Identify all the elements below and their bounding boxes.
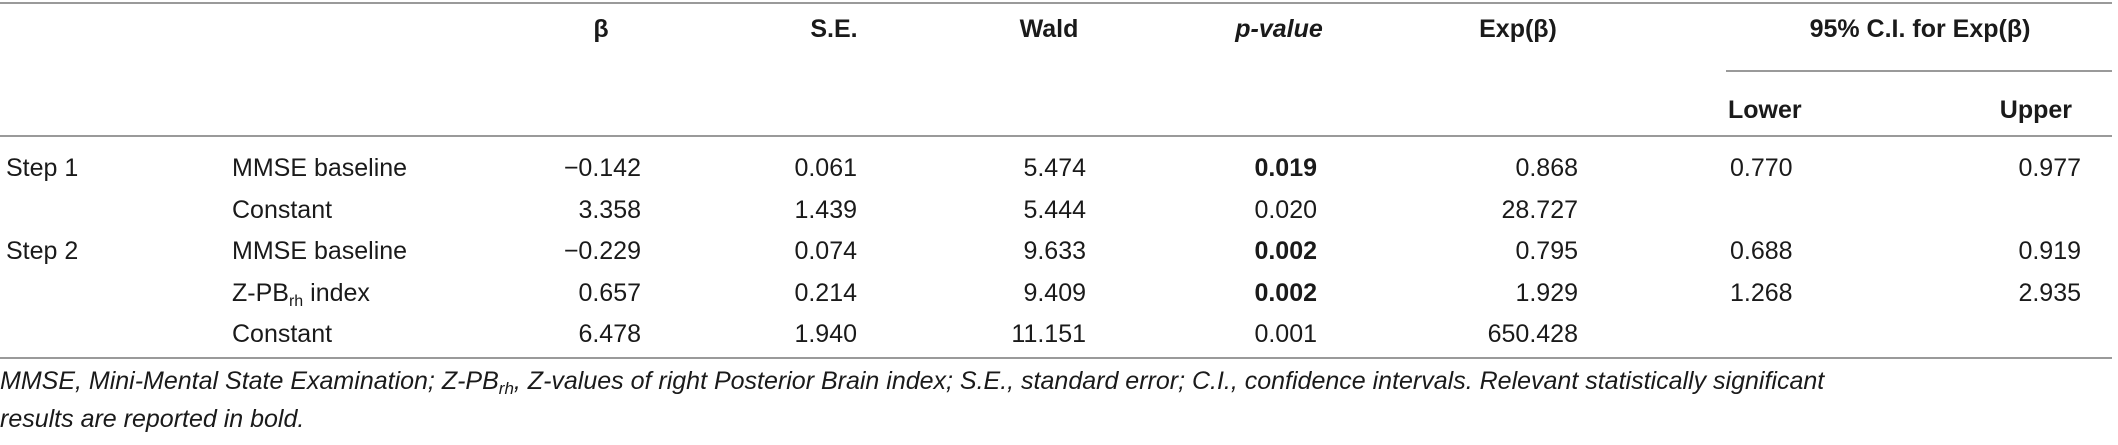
beta-value: −0.142: [563, 154, 641, 182]
beta-value: 6.478: [578, 320, 641, 348]
beta-value: 3.358: [578, 196, 641, 224]
ci-lower-value: 0.688: [1730, 237, 1793, 265]
variable-subscript: rh: [288, 293, 304, 310]
p-value: 0.002: [1254, 237, 1317, 265]
se-value: 0.074: [794, 237, 857, 265]
beta-value: 0.657: [578, 279, 641, 307]
header-upper: Upper: [1999, 96, 2072, 124]
ci-lower-value: 0.770: [1730, 154, 1793, 182]
header-rule: [0, 135, 2112, 137]
ci-upper-value: 0.977: [2018, 154, 2081, 182]
footnote-line2: results are reported in bold.: [0, 405, 305, 433]
header-beta: β: [593, 15, 609, 43]
ci-lower-value: 1.268: [1730, 279, 1793, 307]
variable-main: Z-PB: [232, 279, 289, 307]
step-label: Step 1: [6, 154, 79, 182]
table-footnote: MMSE, Mini-Mental State Examination; Z-P…: [0, 362, 2110, 438]
exp-value: 1.929: [1515, 279, 1578, 307]
p-value: 0.020: [1254, 196, 1317, 224]
variable-tail: index: [303, 279, 370, 307]
step-label: Step 2: [6, 237, 79, 265]
beta-value: −0.229: [563, 237, 641, 265]
header-expb: Exp(β): [1479, 15, 1557, 43]
variable-name: Constant: [232, 320, 333, 348]
exp-value: 650.428: [1487, 320, 1578, 348]
se-value: 1.439: [794, 196, 857, 224]
ci-upper-value: 0.919: [2018, 237, 2081, 265]
bottom-rule: [0, 357, 2112, 359]
wald-value: 5.444: [1023, 196, 1086, 224]
p-value: 0.019: [1254, 154, 1317, 182]
ci-header-rule: [1726, 70, 2112, 72]
header-pvalue: p-value: [1235, 15, 1323, 43]
exp-value: 0.795: [1515, 237, 1578, 265]
top-rule: [0, 2, 2112, 4]
header-ci: 95% C.I. for Exp(β): [1809, 15, 2031, 43]
footnote-subscript: rh: [498, 379, 514, 398]
p-value: 0.002: [1254, 279, 1317, 307]
exp-value: 28.727: [1501, 196, 1578, 224]
se-value: 0.061: [794, 154, 857, 182]
footnote-part2: , Z-values of right Posterior Brain inde…: [513, 367, 1825, 395]
variable-name: MMSE baseline: [232, 237, 408, 265]
variable-name: Z-PBrh index: [232, 278, 370, 310]
variable-name: Constant: [232, 196, 333, 224]
exp-value: 0.868: [1515, 154, 1578, 182]
se-value: 1.940: [794, 320, 857, 348]
header-wald: Wald: [1019, 15, 1079, 43]
wald-value: 9.409: [1023, 279, 1086, 307]
footnote-part1: MMSE, Mini-Mental State Examination; Z-P…: [0, 367, 499, 395]
wald-value: 9.633: [1023, 237, 1086, 265]
ci-upper-value: 2.935: [2018, 279, 2081, 307]
header-se: S.E.: [810, 15, 858, 43]
wald-value: 5.474: [1023, 154, 1086, 182]
header-lower: Lower: [1728, 96, 1802, 124]
p-value: 0.001: [1254, 320, 1317, 348]
se-value: 0.214: [794, 279, 857, 307]
variable-name: MMSE baseline: [232, 154, 408, 182]
wald-value: 11.151: [1011, 320, 1086, 348]
